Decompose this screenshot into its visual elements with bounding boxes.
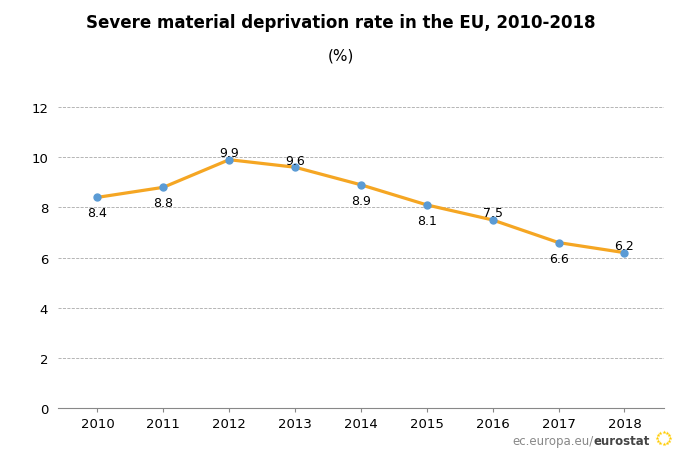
Text: 8.1: 8.1	[417, 214, 437, 228]
Text: 7.5: 7.5	[483, 207, 503, 220]
Text: eurostat: eurostat	[594, 435, 650, 448]
Text: 8.8: 8.8	[153, 197, 173, 210]
Text: (%): (%)	[328, 48, 353, 63]
Text: 8.4: 8.4	[87, 207, 108, 220]
Text: 6.6: 6.6	[549, 252, 569, 265]
Text: Severe material deprivation rate in the EU, 2010-2018: Severe material deprivation rate in the …	[86, 14, 595, 32]
Text: 8.9: 8.9	[351, 195, 371, 207]
Text: ec.europa.eu/: ec.europa.eu/	[513, 435, 594, 448]
Text: 9.9: 9.9	[219, 147, 239, 160]
Text: 6.2: 6.2	[614, 240, 634, 252]
Text: 9.6: 9.6	[285, 154, 305, 168]
